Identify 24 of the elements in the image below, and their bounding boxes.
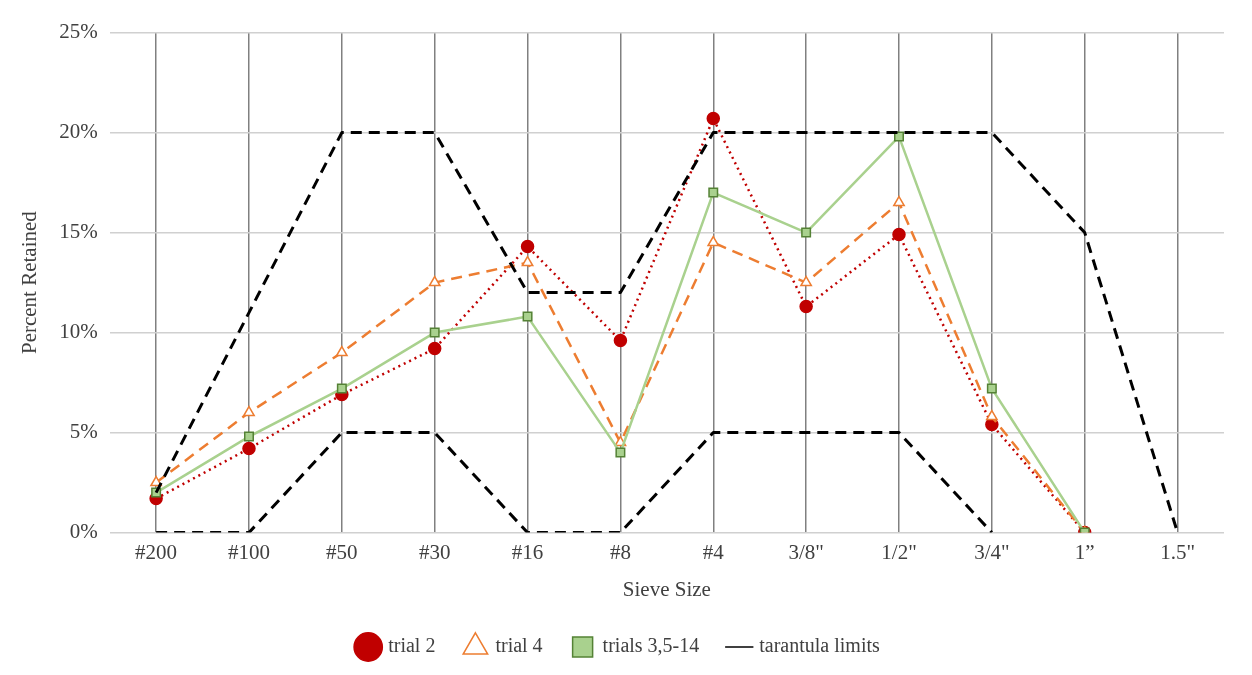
- x-tick-label: #200: [135, 539, 178, 564]
- x-tick-label: 3/8": [788, 539, 824, 564]
- y-tick-label: 5%: [69, 419, 98, 444]
- y-axis-title: Percent Retained: [17, 210, 42, 355]
- x-tick-label: #50: [326, 539, 358, 564]
- legend-label: trial 4: [495, 634, 543, 657]
- y-tick-label: 15%: [59, 219, 98, 244]
- y-tick-label: 25%: [59, 19, 98, 44]
- x-tick-label: #8: [609, 539, 631, 564]
- legend-label: trial 2: [388, 634, 436, 657]
- x-tick-label: 1/2": [881, 539, 917, 564]
- x-tick-label: #100: [227, 539, 270, 564]
- y-tick-label: 0%: [69, 519, 98, 544]
- x-tick-label: #30: [418, 539, 451, 564]
- legend-label: tarantula limits: [759, 634, 881, 657]
- x-tick-label: #16: [511, 539, 544, 564]
- x-axis-title: Sieve Size: [622, 576, 711, 601]
- x-tick-label: #4: [702, 539, 725, 564]
- x-tick-label: 1.5": [1160, 539, 1195, 564]
- legend-label: trials 3,5-14: [602, 634, 700, 657]
- y-tick-label: 20%: [59, 119, 98, 144]
- y-tick-label: 10%: [59, 319, 98, 344]
- x-tick-label: 3/4": [974, 539, 1010, 564]
- x-tick-label: 1”: [1074, 539, 1095, 564]
